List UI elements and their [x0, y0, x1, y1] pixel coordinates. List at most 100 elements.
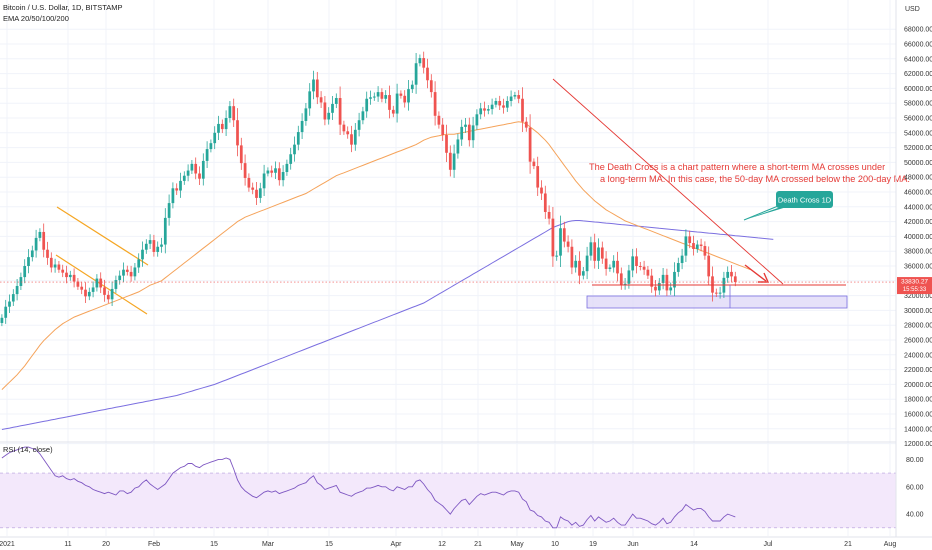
candle-body: [388, 95, 391, 110]
price-tick-label: 28000.00: [904, 323, 932, 330]
channel-upper-line[interactable]: [56, 206, 149, 266]
price-tick-label: 68000.00: [904, 27, 932, 34]
candle-body: [688, 236, 692, 244]
candle-body: [403, 95, 407, 103]
candle-body: [125, 269, 129, 272]
death-cross-text-line2[interactable]: a long-term MA. In this case, the 50-day…: [600, 174, 910, 184]
candle-body: [467, 124, 471, 141]
candle-body: [456, 139, 460, 154]
candle-body: [11, 294, 15, 302]
death-cross-text-line1[interactable]: The Death Cross is a chart pattern where…: [589, 162, 885, 172]
candle-body: [380, 92, 384, 99]
price-tick-label: 44000.00: [904, 204, 932, 211]
candle-body: [308, 91, 312, 109]
price-tick-label: 30000.00: [904, 308, 932, 315]
candle-body: [194, 163, 198, 174]
time-tick-labels: 2021 11 20 Feb 15 Mar 15 Apr 12 21 May 10 19 Jun 14 Jul…: [0, 541, 896, 548]
candle-countdown: 15:55:33: [903, 287, 927, 293]
candle-body: [372, 96, 376, 98]
time-tick-label: 21: [844, 541, 852, 548]
candle-body: [323, 102, 327, 120]
candle-body: [266, 170, 270, 174]
ema-50-path: [1, 121, 751, 390]
candle-body: [236, 120, 239, 146]
candle-body: [103, 287, 106, 295]
candle-body: [429, 80, 433, 93]
candle-body: [399, 93, 403, 96]
candle-body: [391, 109, 395, 114]
price-tick-label: 36000.00: [904, 264, 932, 271]
candle-body: [517, 95, 521, 99]
price-tick-label: 56000.00: [904, 116, 932, 123]
price-tick-label: 50000.00: [904, 160, 932, 167]
candle-body: [665, 274, 669, 291]
candle-body: [15, 285, 19, 295]
candle-body: [445, 135, 448, 153]
candle-body: [407, 89, 410, 103]
candle-body: [110, 288, 114, 300]
price-grid: [0, 28, 896, 445]
candle-body: [642, 266, 646, 270]
callout-pointer: [744, 206, 790, 220]
price-tick-label: 22000.00: [904, 367, 932, 374]
candle-body: [464, 124, 467, 127]
last-price-badge: [897, 277, 932, 295]
candle-body: [452, 153, 456, 170]
price-pane[interactable]: The Death Cross is a chart pattern where…: [0, 0, 910, 536]
candle-body: [707, 255, 711, 277]
candle-body: [528, 127, 532, 162]
candle-body: [262, 173, 266, 189]
candle-body: [369, 97, 372, 99]
candle-body: [673, 271, 676, 288]
price-axis[interactable]: USD 68000.00 66000.00 64000.00 62000.00 6000…: [895, 0, 932, 537]
price-tick-label: 46000.00: [904, 190, 932, 197]
candle-body: [597, 247, 600, 261]
rsi-path: [1, 446, 736, 529]
candle-body: [190, 163, 194, 171]
candle-body: [182, 175, 186, 181]
candle-body: [574, 260, 578, 268]
candle-body: [513, 95, 517, 97]
time-tick-label: Feb: [148, 541, 160, 548]
candle-body: [84, 289, 87, 297]
candle-body: [255, 189, 258, 198]
candle-body: [285, 163, 289, 173]
downtrend-line[interactable]: [552, 78, 784, 285]
candle-body: [418, 58, 422, 64]
candle-body: [270, 170, 274, 173]
candle-body: [251, 187, 255, 190]
price-tick-label: 64000.00: [904, 56, 932, 63]
candle-body: [38, 231, 42, 238]
price-tick-label: 60000.00: [904, 86, 932, 93]
death-cross-callout[interactable]: [776, 191, 833, 208]
support-zone-box[interactable]: [586, 295, 848, 309]
candle-body: [304, 108, 308, 121]
candle-body: [137, 259, 141, 268]
indicator-legend[interactable]: EMA 20/50/100/200: [3, 14, 69, 23]
candle-body: [232, 106, 236, 121]
candle-body: [23, 266, 27, 278]
candle-body: [646, 269, 650, 276]
rsi-pane[interactable]: RSI (14, close): [0, 445, 896, 529]
candle-body: [156, 246, 160, 252]
candle-body: [220, 123, 224, 130]
candle-body: [198, 173, 201, 179]
candle-body: [505, 100, 509, 108]
candle-body: [8, 301, 11, 307]
candle-body: [559, 228, 562, 256]
rsi-legend[interactable]: RSI (14, close): [3, 445, 53, 454]
candle-body: [460, 126, 464, 140]
candle-body: [148, 240, 152, 244]
price-tick-label: 54000.00: [904, 130, 932, 137]
price-tick-label: 24000.00: [904, 352, 932, 359]
candle-body: [338, 98, 342, 125]
candle-body: [410, 84, 414, 90]
candle-body: [483, 108, 486, 111]
candle-body: [426, 67, 429, 81]
candle-body: [555, 255, 559, 257]
time-axis[interactable]: 2021 11 20 Feb 15 Mar 15 Apr 12 21 May 10 19 Jun 14 Jul…: [0, 536, 932, 548]
candle-body: [581, 271, 585, 276]
symbol-legend[interactable]: Bitcoin / U.S. Dollar, 1D, BITSTAMP: [3, 3, 122, 12]
candle-body: [72, 274, 76, 282]
